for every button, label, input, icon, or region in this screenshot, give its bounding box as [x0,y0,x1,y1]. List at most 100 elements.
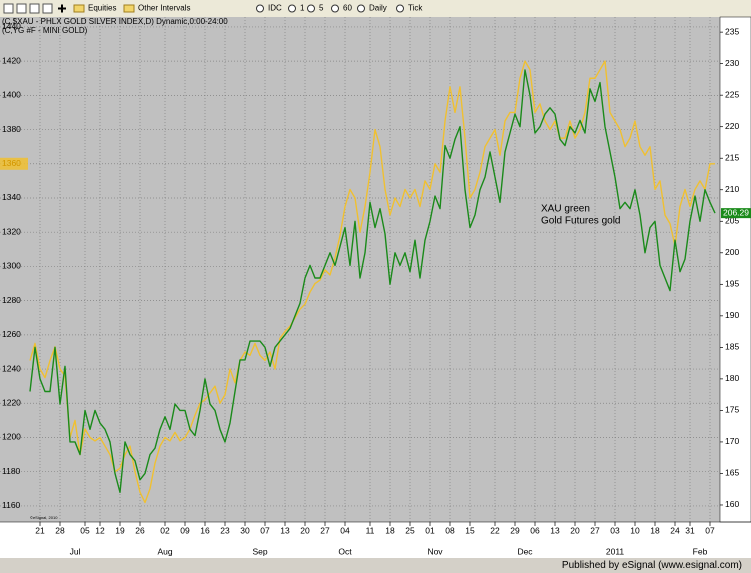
series-name: (C,YG #F - MINI GOLD) [2,26,88,35]
y2-tick-label: 225 [725,89,739,99]
month-label: Jul [70,546,81,556]
x-tick-label: 13 [550,525,560,535]
x-tick-label: 25 [405,525,415,535]
x-tick-label: 02 [160,525,170,535]
x-tick-label: 05 [80,525,90,535]
y-tick-label: 1400 [2,90,21,100]
last-value-label: 1360 [2,158,21,168]
x-tick-label: 27 [590,525,600,535]
x-tick-label: 15 [465,525,475,535]
x-tick-label: 10 [630,525,640,535]
footer-bar [0,558,751,573]
toolbar-item[interactable]: Daily [369,4,387,13]
toolbar-item[interactable]: Other Intervals [138,4,190,13]
y-tick-label: 1280 [2,295,21,305]
x-tick-label: 09 [180,525,190,535]
y2-tick-label: 210 [725,184,739,194]
month-label: Aug [157,546,172,556]
y2-tick-label: 195 [725,279,739,289]
y2-tick-label: 220 [725,121,739,131]
y2-tick-label: 175 [725,405,739,415]
x-tick-label: 26 [135,525,145,535]
last-value-label: 206.29 [723,207,749,217]
y-tick-label: 1420 [2,55,21,65]
y2-tick-label: 200 [725,247,739,257]
y-tick-label: 1160 [2,500,21,510]
lines [29,60,716,504]
y2-tick-label: 235 [725,26,739,36]
toolbar-item[interactable]: Tick [408,4,423,13]
last-value-box [721,208,751,219]
x-tick-label: 19 [115,525,125,535]
x-tick-label: 12 [95,525,105,535]
y-tick-label: 1300 [2,261,21,271]
toolbar-icon[interactable] [29,3,40,14]
x-tick-label: 07 [260,525,270,535]
y-tick-label: 1320 [2,226,21,236]
toolbar-item[interactable]: 60 [343,4,352,13]
month-label: Nov [427,546,443,556]
x-tick-label: 06 [530,525,540,535]
y-tick-label: 1260 [2,329,21,339]
y2-tick-label: 170 [725,436,739,446]
series-line [29,60,715,504]
toolbar-icon [331,4,339,13]
month-label: Dec [517,546,533,556]
y-tick-label: 1340 [2,192,21,202]
toolbar-icon [288,4,296,13]
month-label: 2011 [606,546,625,556]
x-tick-label: 08 [445,525,455,535]
toolbar-icon [307,4,315,13]
x-tick-label: 27 [320,525,330,535]
x-tick-label: 21 [35,525,45,535]
x-tick-label: 16 [200,525,210,535]
x-tick-label: 11 [366,525,375,535]
x-tick-label: 07 [705,525,715,535]
y-tick-label: 1440 [2,21,21,31]
x-tick-label: 22 [490,525,500,535]
series-name: (C,$XAU - PHLX GOLD SILVER INDEX,D) Dyna… [2,17,228,26]
series-line [29,69,716,494]
toolbar-icon [256,4,264,13]
x-tick-label: 30 [240,525,250,535]
x-tick-label: 20 [300,525,310,535]
annotation: XAU green [541,204,590,215]
toolbar-add[interactable] [58,4,66,13]
toolbar-item[interactable]: IDC [268,4,282,13]
toolbar [0,0,751,17]
toolbar-item[interactable]: 5 [319,4,324,13]
x-tick-label: 03 [610,525,620,535]
y2-tick-label: 160 [725,499,739,509]
x-tick-label: 04 [340,525,350,535]
annotation: Gold Futures gold [541,216,621,227]
toolbar-item[interactable]: 1 [300,4,305,13]
y-tick-label: 1380 [2,124,21,134]
watermark: ©eSignal, 2010 [30,515,58,520]
x-tick-label: 28 [55,525,65,535]
y2-tick-label: 230 [725,58,739,68]
last-value-box [0,157,28,170]
right-axis [719,16,751,523]
toolbar-icon [396,4,404,13]
plot-area [0,17,720,522]
month-label: Feb [693,546,708,556]
x-tick-label: 01 [425,525,435,535]
toolbar-icon[interactable] [3,3,14,14]
y-tick-label: 1180 [2,466,21,476]
grid [0,17,720,522]
x-tick-label: 24 [670,525,680,535]
footer: Published by eSignal (www.esignal.com) [562,560,742,571]
x-tick-label: 31 [685,525,695,535]
toolbar-item[interactable]: Equities [88,4,116,13]
x-tick-label: 13 [280,525,290,535]
y2-tick-label: 190 [725,310,739,320]
toolbar-icon[interactable] [16,3,27,14]
month-label: Sep [252,546,267,556]
y-tick-label: 1200 [2,432,21,442]
y2-tick-label: 215 [725,152,739,162]
x-tick-label: 23 [220,525,230,535]
x-tick-label: 18 [385,525,395,535]
y2-tick-label: 205 [725,216,739,226]
toolbar-icon[interactable] [42,3,53,14]
